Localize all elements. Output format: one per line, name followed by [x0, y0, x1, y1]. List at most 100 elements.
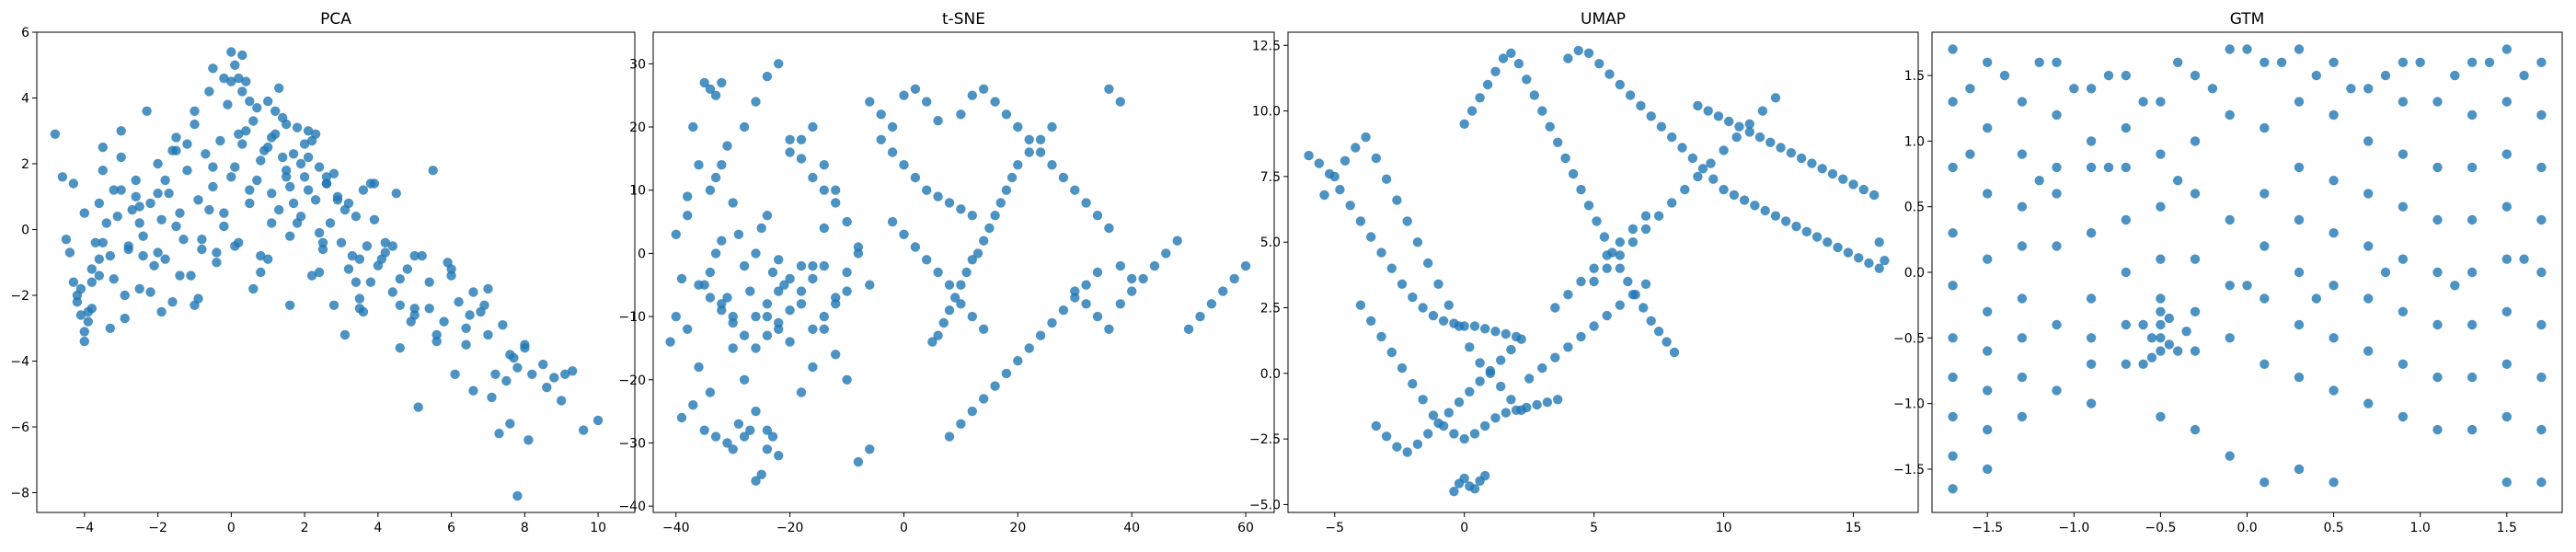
data-point [2017, 333, 2028, 343]
data-point [1576, 331, 1586, 342]
data-point [288, 198, 299, 209]
data-point [2052, 319, 2062, 330]
data-point [1537, 362, 1547, 374]
data-point [1604, 69, 1615, 79]
data-point [1104, 324, 1114, 334]
data-point [1376, 331, 1386, 342]
data-point [1965, 84, 1975, 94]
data-point [2380, 70, 2391, 81]
data-point [2329, 109, 2339, 121]
data-point [762, 444, 773, 454]
data-point [1402, 447, 1412, 457]
data-point [1480, 420, 1490, 431]
data-point [785, 305, 795, 316]
data-point [831, 299, 841, 309]
data-point [2260, 359, 2270, 369]
panel-title: t-SNE [942, 10, 985, 29]
data-point [2086, 293, 2097, 304]
data-point [1381, 174, 1392, 184]
data-point [2225, 281, 2235, 291]
data-point [1669, 347, 1680, 358]
data-point [2156, 319, 2166, 330]
data-point [2329, 385, 2339, 396]
data-point [1983, 122, 1993, 133]
data-point [710, 90, 721, 100]
data-point [751, 311, 761, 322]
y-tick-label: −20 [618, 374, 646, 388]
data-point [336, 237, 347, 247]
data-point [2190, 254, 2201, 264]
data-point [967, 90, 978, 100]
data-point [1874, 237, 1884, 247]
data-point [2432, 267, 2443, 278]
data-point [1412, 439, 1423, 449]
y-tick-label: −1.5 [1893, 463, 1925, 477]
data-point [1013, 121, 1023, 132]
data-point [317, 237, 328, 247]
data-point [2156, 411, 2166, 422]
data-point [1589, 276, 1599, 287]
data-point [1412, 237, 1423, 247]
data-point [1823, 237, 1833, 247]
data-point [751, 343, 761, 353]
data-point [2190, 346, 2201, 356]
data-point [967, 311, 978, 322]
data-point [391, 189, 401, 199]
data-point [842, 216, 852, 227]
data-point [717, 77, 727, 88]
data-point [808, 121, 818, 132]
data-point [1627, 224, 1639, 235]
data-point [328, 300, 339, 310]
data-point [1858, 184, 1869, 195]
data-point [2086, 398, 2097, 408]
data-point [819, 311, 829, 322]
y-tick-label: 10 [629, 184, 646, 199]
data-point [1418, 303, 1428, 313]
data-point [557, 396, 567, 406]
data-point [831, 185, 841, 195]
data-point [230, 241, 240, 251]
data-point [1697, 164, 1708, 174]
data-point [1501, 408, 1512, 418]
x-tick-label: −40 [662, 521, 690, 535]
x-tick-label: −2 [148, 521, 167, 535]
data-point [134, 283, 144, 294]
data-point [219, 208, 229, 218]
x-tick-label: −5 [1325, 521, 1344, 535]
data-point [167, 297, 178, 307]
data-point [310, 129, 321, 139]
data-point [2086, 228, 2097, 238]
data-point [745, 425, 755, 435]
data-point [1218, 286, 1228, 296]
data-point [267, 218, 277, 228]
data-point [2346, 84, 2356, 94]
data-point [2294, 464, 2305, 475]
data-point [256, 267, 266, 278]
data-point [865, 280, 875, 290]
data-point [2156, 346, 2166, 356]
data-point [79, 327, 90, 337]
data-point [160, 175, 170, 186]
data-point [285, 181, 295, 192]
data-point [990, 381, 1000, 391]
data-point [160, 254, 170, 264]
data-point [120, 290, 130, 301]
data-point [1615, 79, 1626, 90]
data-point [1206, 299, 1217, 309]
data-point [1449, 487, 1459, 497]
data-point [1680, 184, 1690, 195]
data-point [2225, 214, 2235, 225]
data-point [710, 248, 721, 259]
data-point [237, 139, 247, 149]
data-point [523, 435, 534, 445]
data-point [362, 241, 373, 251]
data-point [127, 204, 137, 215]
data-point [751, 97, 761, 107]
data-point [226, 172, 236, 182]
data-point [2467, 424, 2478, 435]
data-point [1438, 316, 1449, 326]
data-point [343, 264, 354, 274]
data-point [956, 419, 966, 429]
data-point [1366, 316, 1376, 326]
data-point [2190, 136, 2201, 146]
